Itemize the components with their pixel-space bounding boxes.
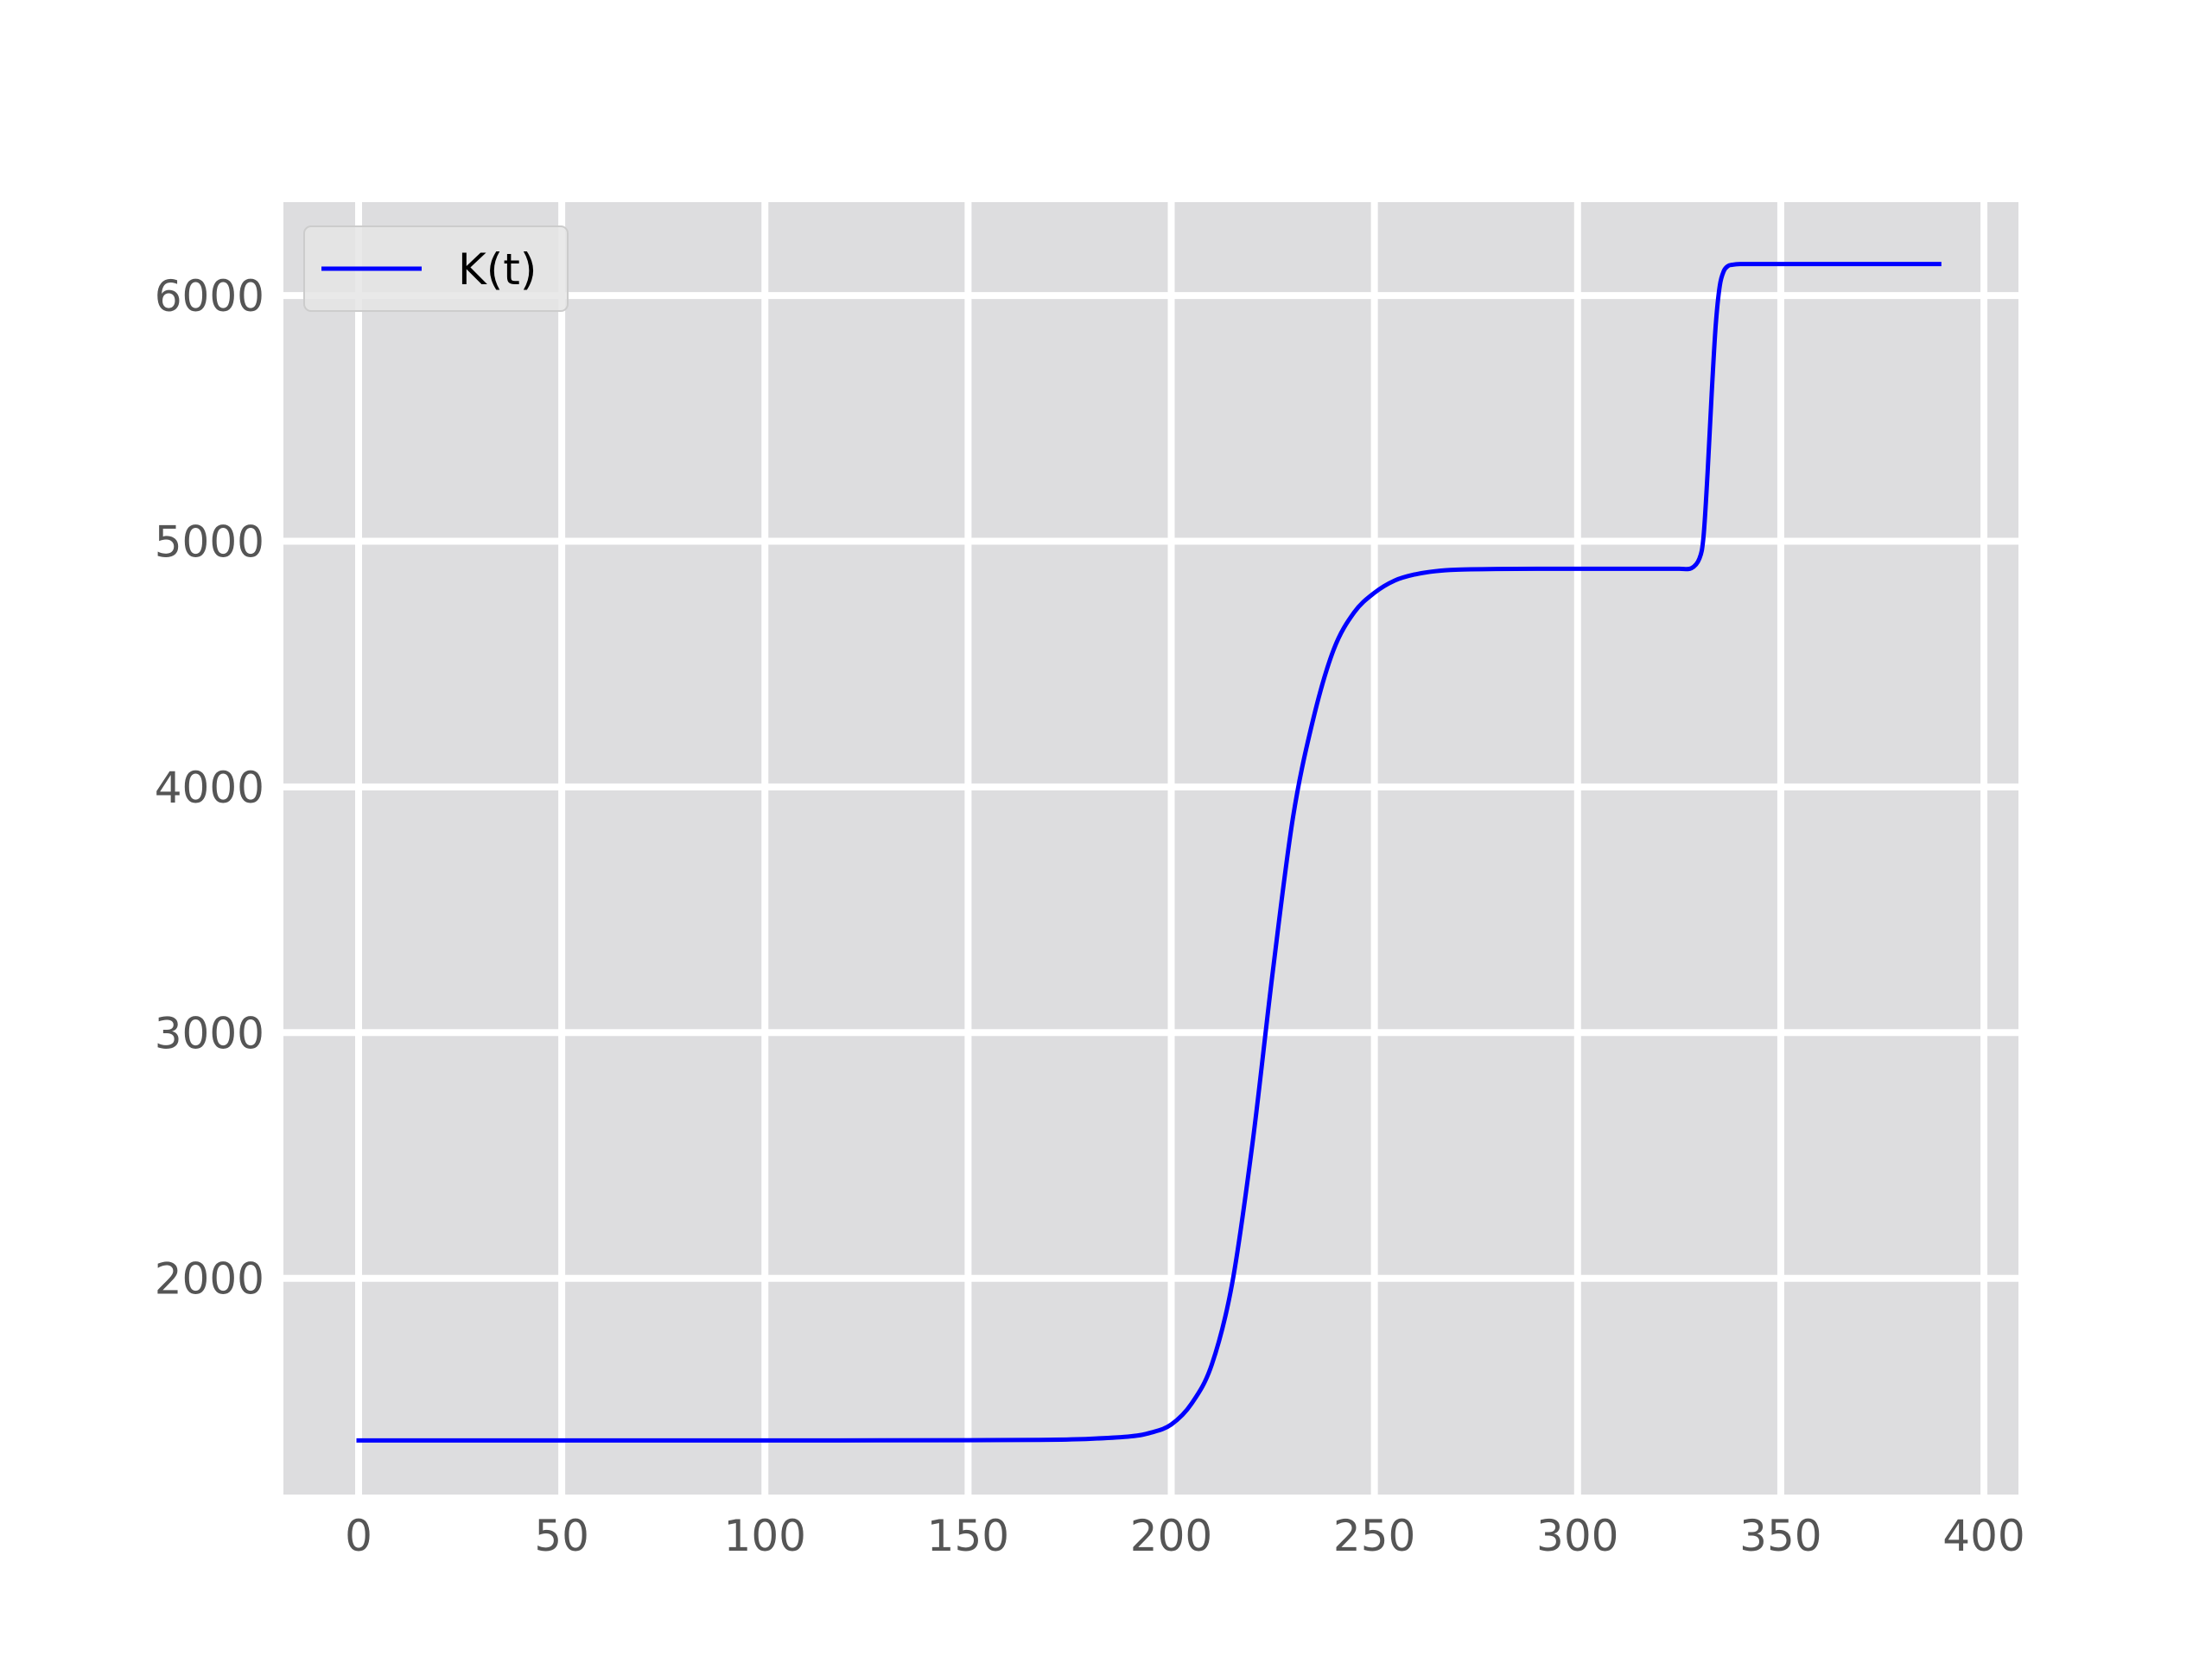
series-layer [356, 262, 1942, 1443]
x-tick-label: 400 [1942, 1511, 2024, 1561]
legend-box [303, 225, 569, 312]
legend-label: K(t) [458, 244, 537, 295]
x-tick-label: 200 [1130, 1511, 1212, 1561]
x-tick-label: 350 [1739, 1511, 1821, 1561]
y-tick-label: 6000 [155, 271, 264, 321]
y-tick-label: 5000 [155, 517, 264, 567]
x-tick-label: 50 [534, 1511, 589, 1561]
y-tick-label: 4000 [155, 763, 264, 813]
y-tick-label: 2000 [155, 1254, 264, 1304]
x-tick-label: 100 [724, 1511, 806, 1561]
legend: K(t) [303, 225, 569, 312]
x-tick-label: 250 [1333, 1511, 1415, 1561]
y-tick-label: 3000 [155, 1008, 264, 1058]
x-tick-label: 0 [345, 1511, 372, 1561]
x-tick-label: 300 [1536, 1511, 1618, 1561]
tick-labels: 0 50 100 150 200 250 300 350 400 2000 3000 4000 5000… [155, 271, 2025, 1561]
plot-area [283, 202, 2018, 1495]
series-line-0 [356, 262, 1942, 1443]
x-tick-label: 150 [927, 1511, 1009, 1561]
grid [283, 202, 2018, 1495]
